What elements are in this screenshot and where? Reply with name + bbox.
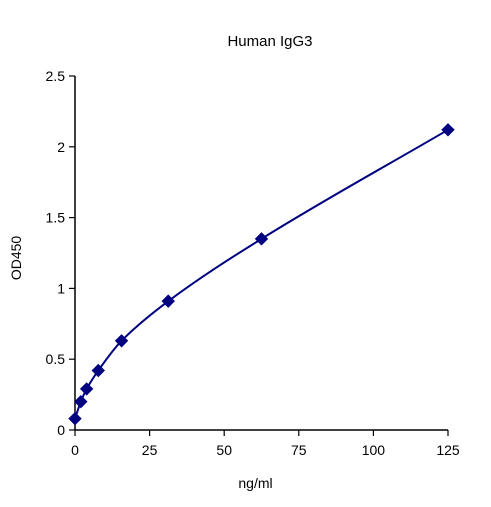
series-group xyxy=(68,123,455,426)
data-point-marker xyxy=(114,334,129,348)
y-axis-title: OD450 xyxy=(8,236,24,281)
y-tick-label: 0.5 xyxy=(46,351,66,367)
x-tick-label: 0 xyxy=(71,442,79,458)
x-tick-label: 125 xyxy=(436,442,460,458)
x-tick-label: 100 xyxy=(362,442,386,458)
y-axis: 0 0.5 1 1.5 2 2.5 xyxy=(46,68,76,438)
data-point-marker xyxy=(161,294,175,308)
x-axis-title: ng/ml xyxy=(238,475,272,491)
x-tick-label: 50 xyxy=(216,442,232,458)
data-point-marker xyxy=(74,394,88,409)
data-point-marker xyxy=(91,363,105,378)
x-axis: 0 25 50 75 100 125 xyxy=(71,429,460,458)
fit-curve xyxy=(74,128,449,419)
y-tick-label: 1 xyxy=(57,280,65,296)
y-tick-label: 2 xyxy=(57,139,65,155)
data-point-marker xyxy=(254,232,269,246)
data-point-marker xyxy=(441,123,455,137)
data-point-marker xyxy=(79,382,94,396)
y-tick-label: 0 xyxy=(57,422,65,438)
x-tick-label: 25 xyxy=(142,442,158,458)
chart-title: Human IgG3 xyxy=(227,33,312,50)
x-tick-label: 75 xyxy=(291,442,307,458)
data-point-marker xyxy=(68,411,82,426)
y-tick-label: 1.5 xyxy=(46,210,66,226)
y-tick-label: 2.5 xyxy=(46,68,66,84)
